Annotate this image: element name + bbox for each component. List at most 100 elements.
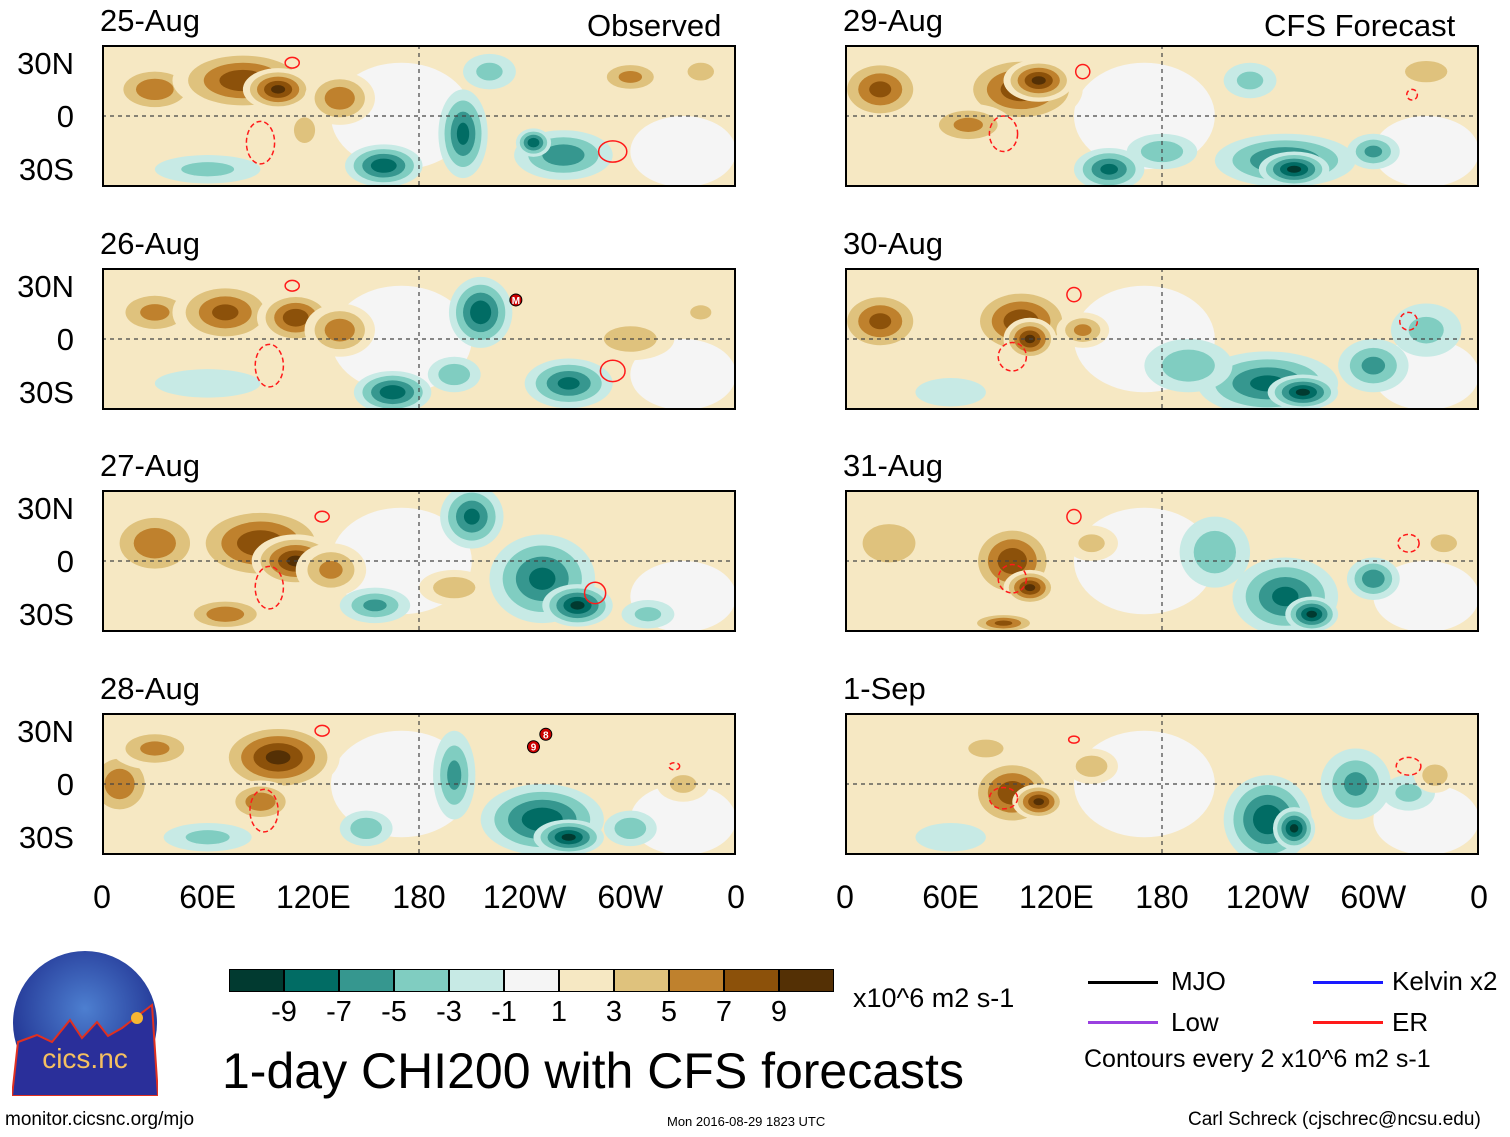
er-contour — [1395, 756, 1422, 776]
anomaly-contour — [1361, 356, 1386, 375]
lat-label: 0 — [56, 322, 74, 357]
er-contour — [254, 343, 285, 388]
er-contour — [249, 788, 279, 833]
colorbar-swatch — [284, 969, 339, 992]
lon-label: 180 — [392, 879, 446, 915]
panel-date: 26-Aug — [100, 226, 200, 261]
er-contour — [284, 279, 300, 292]
anomaly-contour — [1295, 388, 1310, 396]
colorbar-label: -9 — [271, 996, 297, 1028]
lon-label: 0 — [1470, 879, 1488, 915]
anomaly-contour — [135, 78, 174, 101]
anomaly-contour — [282, 308, 309, 327]
anomaly-contour — [212, 304, 239, 321]
colorbar-swatch — [229, 969, 284, 992]
anomaly-contour — [245, 792, 276, 811]
svg-text:cics.nc: cics.nc — [42, 1043, 128, 1074]
lon-label: 0 — [93, 879, 111, 915]
lat-label: 30S — [18, 375, 74, 410]
anomaly-contour — [1364, 145, 1383, 158]
panel-date: 25-Aug — [100, 3, 200, 38]
colorbar-units: x10^6 m2 s-1 — [853, 983, 1015, 1013]
lon-label: 60W — [597, 879, 664, 915]
lon-label: 60E — [179, 879, 237, 915]
colorbar-swatch — [339, 969, 394, 992]
er-contour — [1066, 508, 1082, 525]
er-contour — [599, 359, 626, 383]
anomaly-contour — [529, 567, 556, 590]
anomaly-contour — [1430, 534, 1457, 553]
anomaly-contour — [133, 528, 176, 559]
colorbar-swatch — [724, 969, 779, 992]
anomaly-contour — [1287, 165, 1302, 173]
anomaly-contour — [350, 817, 383, 840]
lon-label: 120W — [1225, 879, 1310, 915]
svg-text:8: 8 — [543, 730, 549, 741]
anomaly-contour — [669, 775, 697, 793]
lat-label: 30S — [18, 597, 74, 632]
lat-label: 30S — [18, 152, 74, 187]
anomaly-contour — [570, 601, 585, 610]
er-contour — [997, 341, 1028, 372]
colorbar-label: -5 — [381, 996, 407, 1028]
anomaly-contour — [324, 86, 355, 110]
map-panel-26-Aug: M — [102, 268, 736, 410]
map-panel-31-Aug — [845, 490, 1479, 632]
lat-label: 0 — [56, 544, 74, 579]
anomaly-contour — [140, 741, 170, 756]
storm-marker: 8 — [539, 727, 553, 741]
kelvin-legend-line — [1313, 981, 1383, 984]
colorbar-label: -3 — [436, 996, 462, 1028]
colorbar-label: 5 — [660, 996, 678, 1028]
er-contour — [597, 140, 628, 163]
colorbar-label: -1 — [491, 996, 517, 1028]
mjo-legend-line — [1088, 981, 1158, 984]
figure-title: 1-day CHI200 with CFS forecasts — [222, 1043, 964, 1099]
er-contour — [583, 581, 607, 605]
anomaly-contour — [968, 739, 1004, 758]
colorbar-swatch — [779, 969, 834, 992]
anomaly-contour — [293, 117, 316, 143]
anomaly-contour — [687, 62, 714, 81]
contours-note: Contours every 2 x10^6 m2 s-1 — [1084, 1045, 1431, 1073]
storm-marker: M — [509, 293, 523, 307]
lon-label: 60W — [1340, 879, 1407, 915]
svg-text:M: M — [512, 296, 520, 307]
er-contour — [988, 786, 1019, 810]
anomaly-contour — [181, 162, 235, 177]
anomaly-contour — [363, 599, 387, 612]
anomaly-contour — [1236, 71, 1264, 90]
map-panel-29-Aug — [845, 45, 1479, 187]
lat-label: 30N — [17, 491, 74, 526]
kelvin-legend-label: Kelvin x2 — [1392, 966, 1498, 996]
lon-label: 0 — [836, 879, 854, 915]
anomaly-contour — [438, 363, 471, 386]
colorbar-swatch — [614, 969, 669, 992]
colorbar-label: 7 — [715, 996, 733, 1028]
lat-label: 30S — [18, 820, 74, 855]
anomaly-contour — [634, 607, 662, 622]
svg-text:9: 9 — [531, 743, 537, 754]
anomaly-contour — [1405, 60, 1448, 83]
er-contour — [668, 761, 681, 771]
colorbar-label: 9 — [770, 996, 788, 1028]
anomaly-contour — [614, 817, 647, 840]
er-contour — [314, 510, 330, 523]
er-legend-label: ER — [1392, 1007, 1429, 1037]
panel-date: 1-Sep — [843, 671, 926, 706]
anomaly-contour — [447, 760, 462, 790]
anomaly-contour — [1033, 798, 1045, 806]
er-contour — [1067, 735, 1080, 744]
lat-label: 30N — [17, 269, 74, 304]
anomaly-contour — [953, 117, 983, 132]
footer-url[interactable]: monitor.cicsnc.org/mjo — [5, 1109, 195, 1130]
lon-label: 60E — [922, 879, 980, 915]
anomaly-contour — [690, 305, 712, 320]
mjo-legend-label: MJO — [1171, 966, 1226, 996]
anomaly-contour — [862, 524, 916, 563]
map-panel-30-Aug — [845, 268, 1479, 410]
anomaly-contour — [1073, 324, 1092, 337]
panel-date: 31-Aug — [843, 448, 943, 483]
